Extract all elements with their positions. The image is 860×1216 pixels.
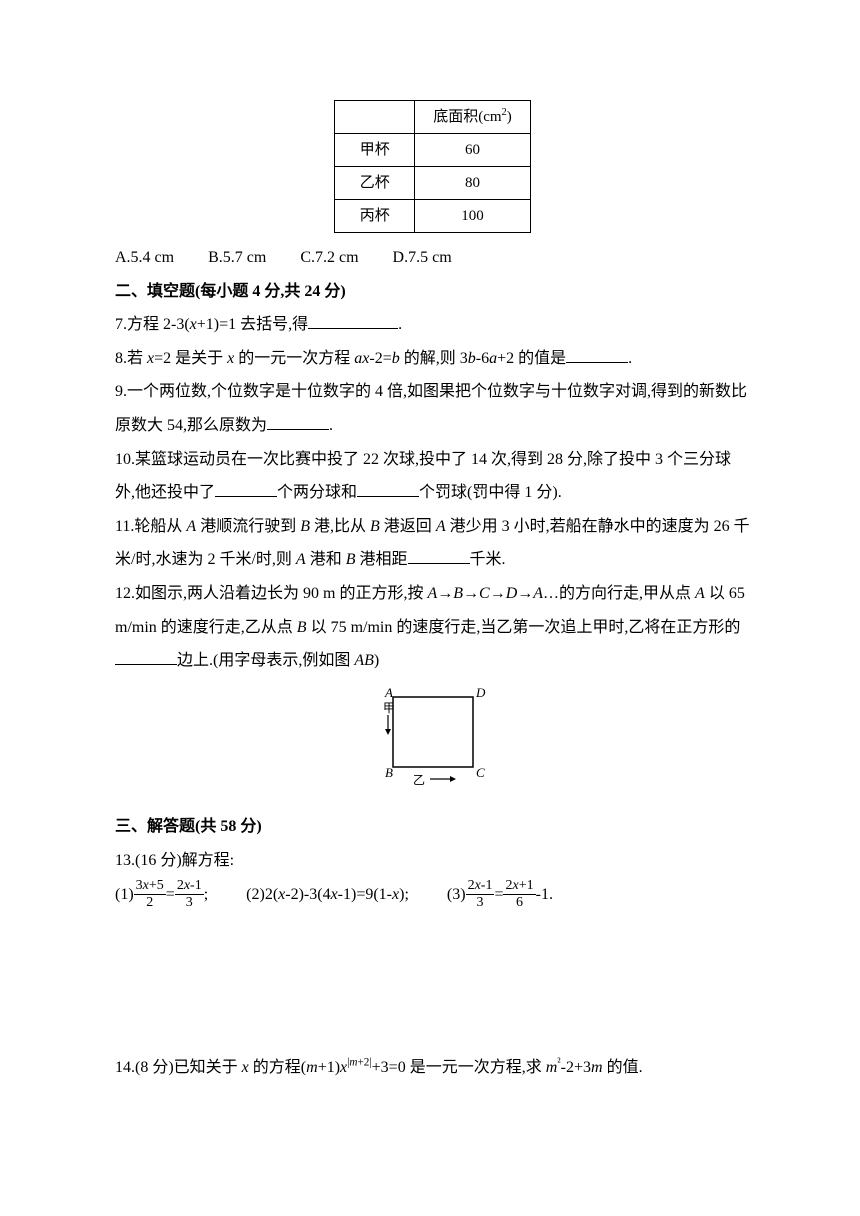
table-row-value: 80 [415,167,531,200]
question-7: 7.方程 2-3(x+1)=1 去括号,得. [115,308,750,342]
table-row-value: 100 [415,200,531,233]
question-13-heading: 13.(16 分)解方程: [115,844,750,878]
square-diagram: A D B C 甲 乙 [115,682,750,805]
question-12: 12.如图示,两人沿着边长为 90 m 的正方形,按 A→B→C→D→A…的方向… [115,577,750,678]
table-row-label: 丙杯 [335,200,415,233]
question-14: 14.(8 分)已知关于 x 的方程(m+1)x|m+2|+3=0 是一元一次方… [115,1051,750,1085]
question-9: 9.一个两位数,个位数字是十位数字的 4 倍,如图果把个位数字与十位数字对调,得… [115,375,750,442]
table-header-blank [335,101,415,134]
blank-12 [115,649,177,665]
option-b: B.5.7 cm [208,241,266,275]
diagram-label-yi: 乙 [413,773,425,787]
question-6-options: A.5.4 cm B.5.7 cm C.7.2 cm D.7.5 cm [115,241,750,275]
blank-7 [308,313,398,329]
fraction: 3x+52 [134,879,166,910]
table-row-value: 60 [415,134,531,167]
blank-10b [357,481,419,497]
section-2-heading: 二、填空题(每小题 4 分,共 24 分) [115,275,750,309]
diagram-label-jia: 甲 [383,701,395,715]
question-13-2: (2)2(x-2)-3(4x-1)=9(1-x); [246,878,409,912]
section-3-heading: 三、解答题(共 58 分) [115,810,750,844]
diagram-label-a: A [384,685,393,700]
option-c: C.7.2 cm [300,241,358,275]
fraction: 2x-13 [466,879,495,910]
question-13-parts: (1) 3x+52 = 2x-13 ; (2)2(x-2)-3(4x-1)=9(… [115,878,750,912]
table-row-label: 甲杯 [335,134,415,167]
option-a: A.5.4 cm [115,241,174,275]
question-8: 8.若 x=2 是关于 x 的一元一次方程 ax-2=b 的解,则 3b-6a+… [115,342,750,376]
fraction: 2x+16 [503,879,535,910]
table-row-label: 乙杯 [335,167,415,200]
table-header-area: 底面积(cm2) [415,101,531,134]
blank-8 [566,347,628,363]
diagram-label-b: B [385,765,393,780]
option-d: D.7.5 cm [393,241,452,275]
blank-9 [267,414,329,430]
area-table: 底面积(cm2) 甲杯60 乙杯80 丙杯100 [334,100,531,233]
diagram-label-d: D [475,685,486,700]
blank-10a [215,481,277,497]
blank-11 [408,548,470,564]
fraction: 2x-13 [175,879,204,910]
diagram-label-c: C [476,765,485,780]
question-11: 11.轮船从 A 港顺流行驶到 B 港,比从 B 港返回 A 港少用 3 小时,… [115,510,750,577]
exponent: |m+2| [347,1057,372,1069]
question-10: 10.某篮球运动员在一次比赛中投了 22 次球,投中了 14 次,得到 28 分… [115,443,750,510]
